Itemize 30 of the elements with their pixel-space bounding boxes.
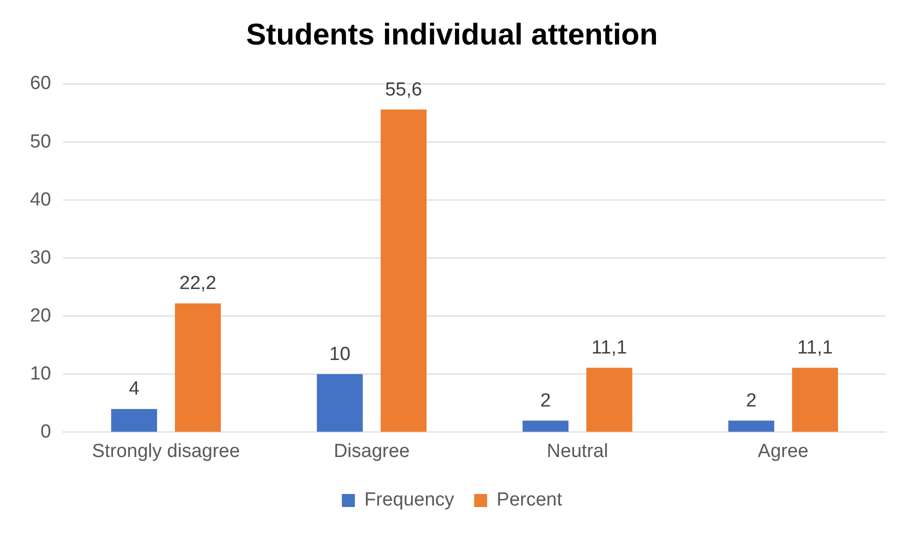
data-label: 4	[128, 378, 140, 400]
bar	[316, 374, 363, 432]
x-tick-label: Agree	[758, 440, 808, 462]
bar	[728, 420, 774, 432]
data-label: 22,2	[179, 273, 216, 294]
y-tick-label: 60	[30, 73, 52, 94]
legend-label: Percent	[496, 490, 563, 511]
chart-title: Students individual attention	[246, 18, 658, 52]
y-tick-label: 0	[40, 421, 52, 442]
data-label: 11,1	[797, 338, 833, 359]
y-tick-label: 30	[30, 247, 52, 268]
y-tick-label: 20	[30, 305, 52, 326]
x-tick-label: Neutral	[546, 440, 608, 462]
legend-label: Frequency	[364, 490, 455, 511]
x-tick-label: Disagree	[334, 440, 410, 462]
x-tick-label: Strongly disagree	[92, 440, 240, 462]
y-tick-label: 40	[30, 189, 52, 210]
bar	[586, 368, 632, 432]
bar	[174, 303, 221, 432]
y-tick-label: 50	[30, 131, 52, 152]
bar	[522, 420, 568, 432]
data-label: 2	[540, 390, 551, 412]
bar	[792, 368, 838, 432]
bar	[380, 110, 427, 432]
data-label: 11,1	[592, 338, 628, 359]
data-label: 2	[746, 390, 757, 412]
bar	[111, 408, 158, 432]
y-tick-label: 10	[30, 363, 52, 384]
data-label: 55,6	[385, 79, 422, 100]
data-label: 10	[329, 344, 350, 365]
